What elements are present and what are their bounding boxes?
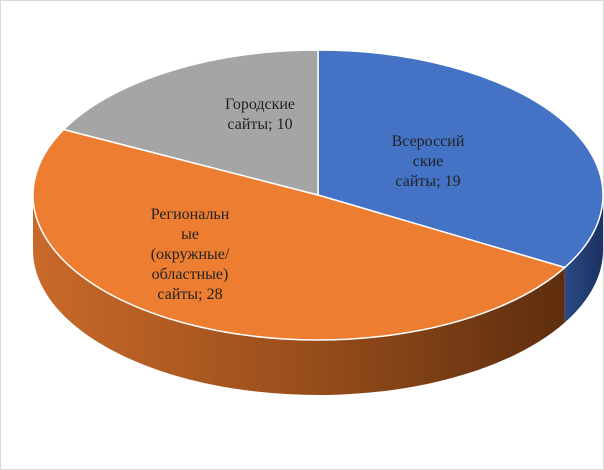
data-label: Региональн ые (окружные/областные) сайты; 2… xyxy=(151,206,230,303)
pie: Всероссий ские сайты; 19 Региональн ые (окруж… xyxy=(32,49,604,396)
pie-side xyxy=(33,195,565,396)
data-label: Всероссий ские сайты; 19 xyxy=(392,133,465,190)
pie-slice xyxy=(62,49,319,196)
pie-slice xyxy=(32,128,567,341)
data-label: Городские сайты; 10 xyxy=(225,96,295,133)
pie-slice xyxy=(317,49,604,269)
pie-side xyxy=(564,195,603,323)
